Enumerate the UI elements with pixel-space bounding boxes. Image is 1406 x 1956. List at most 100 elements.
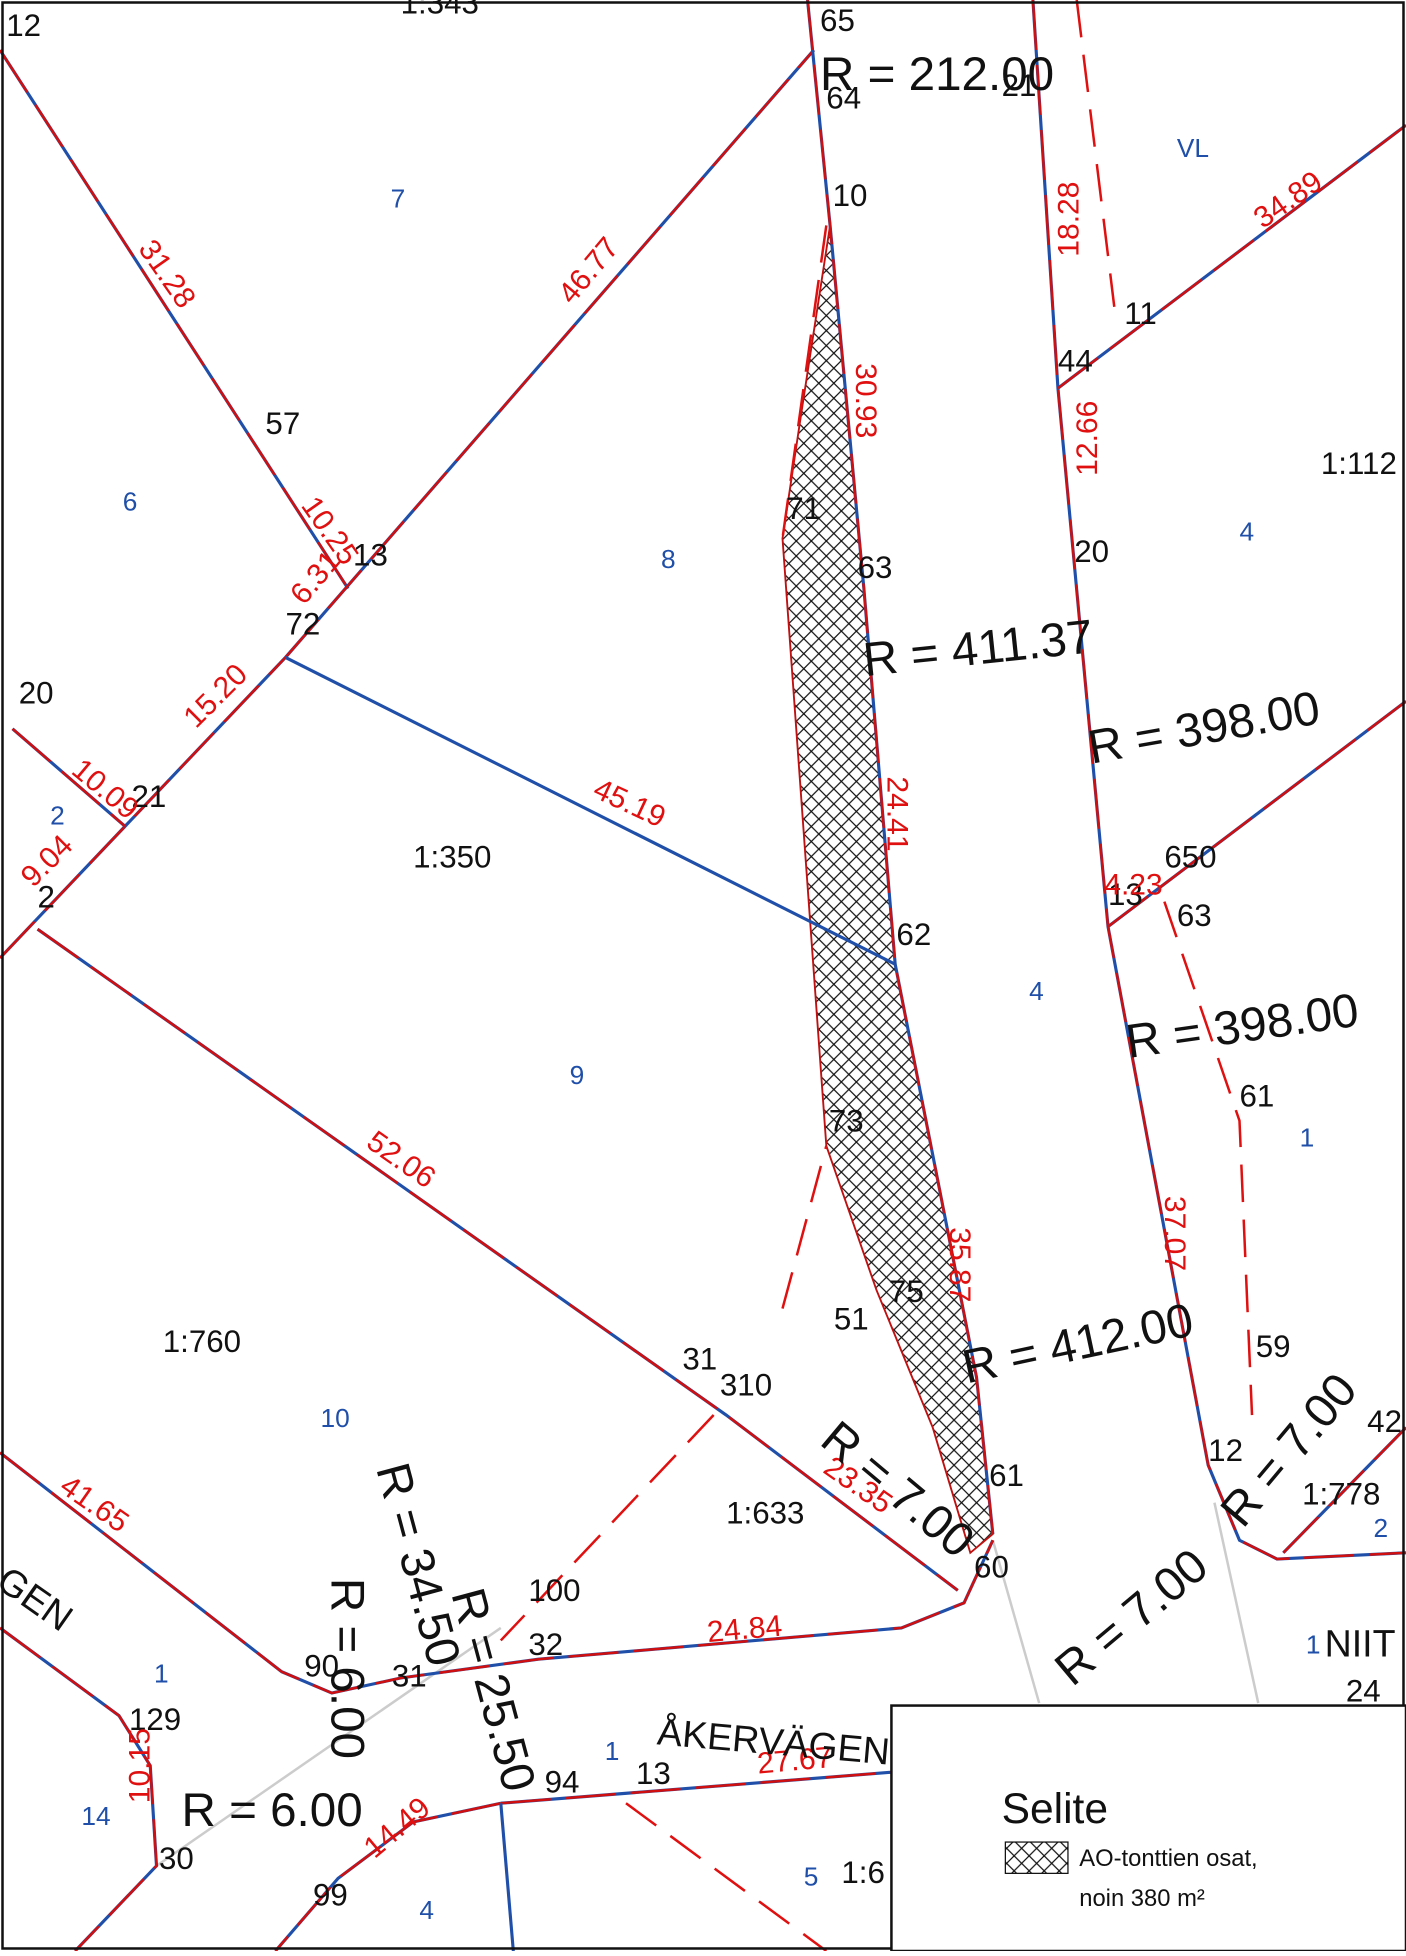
dimension-label: 15.20 — [178, 658, 255, 735]
street-label: GEN — [0, 1558, 80, 1639]
point-label: 650 — [1164, 839, 1216, 874]
area-label: 4 — [1239, 516, 1254, 546]
dimension-label: 31.28 — [132, 234, 202, 315]
point-label: 63 — [1177, 898, 1212, 933]
area-label: 4 — [419, 1895, 434, 1925]
radius-label: R = 412.00 — [958, 1294, 1198, 1395]
area-label: 10 — [321, 1403, 350, 1433]
point-label: 21 — [131, 779, 166, 814]
scale-label: 1:112 — [1321, 446, 1397, 481]
point-label: 310 — [720, 1368, 772, 1403]
street-label: NIIT — [1325, 1623, 1396, 1665]
point-label: 30 — [159, 1841, 194, 1876]
area-label: 5 — [804, 1861, 819, 1891]
boundary-dash — [11, 727, 127, 828]
planned-boundary — [625, 1802, 828, 1952]
point-label: 20 — [19, 675, 54, 710]
boundary — [499, 1803, 515, 1952]
point-label: 42 — [1367, 1404, 1402, 1439]
dimension-label: 4.23 — [1104, 869, 1162, 902]
point-label: 72 — [285, 606, 320, 641]
point-label: 62 — [896, 917, 931, 952]
dimension-label: 35.87 — [943, 1227, 976, 1302]
point-label: 65 — [820, 3, 855, 38]
radius-label: R = 6.00 — [182, 1784, 363, 1837]
point-label: 21 — [1002, 68, 1037, 103]
dimension-label: 30.93 — [849, 363, 882, 438]
scale-label: 1:633 — [726, 1495, 804, 1530]
dimension-label: 12.66 — [1071, 401, 1104, 476]
dimension-label: 10.09 — [66, 753, 145, 827]
dimension-label: 46.77 — [552, 231, 626, 310]
point-label: 24 — [1346, 1673, 1381, 1708]
point-label: 63 — [858, 550, 893, 585]
legend-item: AO-tonttien osat, — [1079, 1845, 1257, 1872]
point-label: 20 — [1074, 534, 1109, 569]
point-label: 100 — [528, 1573, 580, 1608]
legend-swatch — [1004, 1841, 1069, 1874]
area-label: 1 — [1306, 1630, 1321, 1660]
point-label: 60 — [974, 1549, 1009, 1584]
area-label: VL — [1177, 133, 1209, 163]
dimension-label: 10.15 — [123, 1728, 156, 1803]
point-label: 59 — [1256, 1329, 1291, 1364]
dimension-label: 45.19 — [588, 773, 670, 835]
area-label: 9 — [570, 1060, 585, 1090]
area-label: 1 — [1300, 1122, 1315, 1152]
point-label: 57 — [265, 406, 300, 441]
scale-label: 1:760 — [163, 1324, 241, 1359]
legend-title: Selite — [1002, 1785, 1108, 1833]
area-label: 6 — [123, 486, 138, 516]
point-label: 64 — [826, 80, 861, 115]
boundary-dash — [1057, 124, 1406, 390]
radius-label: R = 398.00 — [1123, 984, 1362, 1069]
area-label: 2 — [1373, 1513, 1388, 1543]
road-edge — [1213, 1502, 1260, 1704]
boundary — [284, 656, 896, 966]
point-label: 51 — [834, 1301, 869, 1336]
radius-label: R = 25.50 — [440, 1583, 545, 1797]
road-edge — [991, 1539, 1041, 1704]
legend: Selite AO-tonttien osat, noin 380 m² — [890, 1704, 1406, 1953]
boundary-dash — [0, 1451, 994, 1695]
point-label: 2 — [38, 879, 55, 914]
point-label: 71 — [786, 491, 821, 526]
area-label: 1 — [154, 1658, 169, 1688]
area-label: 7 — [391, 183, 406, 213]
boundary-dash — [1282, 1426, 1406, 1554]
scale-label: 1:343 — [401, 0, 479, 20]
area-label: 14 — [81, 1801, 110, 1831]
radius-label: R = 7.00 — [1045, 1539, 1218, 1696]
point-label: 44 — [1058, 343, 1093, 378]
point-label: 13 — [353, 538, 388, 573]
point-label: 94 — [545, 1765, 580, 1800]
point-label: 31 — [392, 1658, 427, 1693]
point-label: 90 — [304, 1648, 339, 1683]
dimension-label: 24.84 — [706, 1610, 784, 1649]
boundary-dash — [274, 1802, 502, 1952]
point-label: 12 — [6, 8, 41, 43]
point-label: 13 — [1108, 877, 1143, 912]
boundary-dash — [0, 1626, 158, 1952]
radius-label: R = 212.00 — [820, 48, 1054, 101]
boundary-dash — [284, 49, 815, 659]
scale-label: 1:350 — [413, 839, 491, 874]
point-label: 12 — [1208, 1433, 1243, 1468]
dimension-label: 41.65 — [54, 1469, 135, 1539]
radius-label: R = 6.00 — [321, 1578, 374, 1759]
boundary-dash — [1031, 0, 1406, 1561]
point-label: 32 — [528, 1627, 563, 1662]
point-label: 13 — [636, 1756, 671, 1791]
boundary-dash — [0, 656, 287, 959]
point-label: 31 — [682, 1341, 717, 1376]
planned-boundary — [1075, 0, 1116, 307]
point-label: 10 — [833, 178, 868, 213]
point-label: 129 — [129, 1702, 181, 1737]
point-label: 11 — [1124, 296, 1156, 331]
area-label: 1 — [605, 1736, 620, 1766]
area-label: 2 — [50, 801, 65, 831]
boundary — [1107, 700, 1406, 928]
